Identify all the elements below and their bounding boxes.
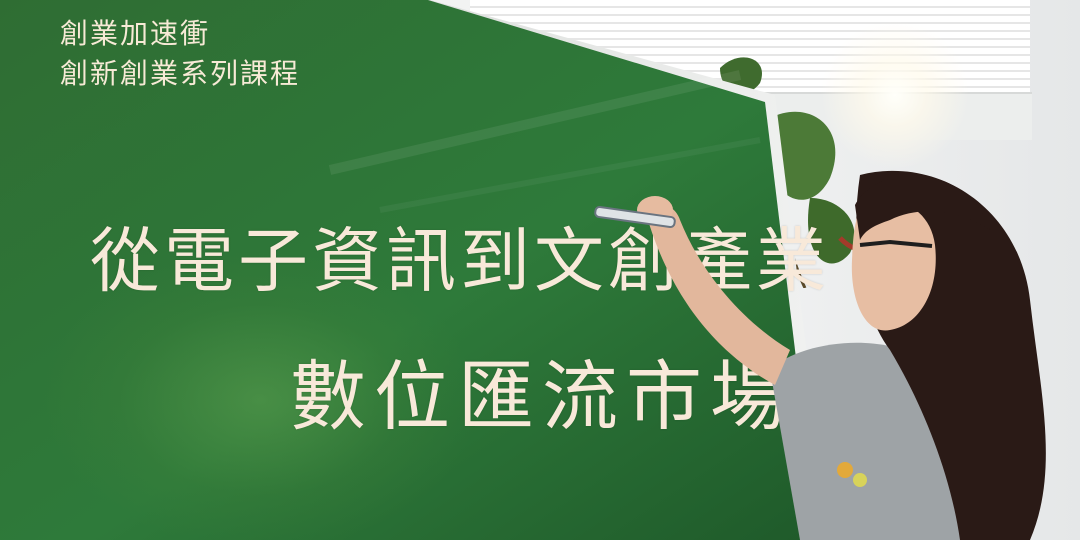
woman-writing-with-marker [594, 170, 1046, 540]
series-caption: 創業加速衝 創新創業系列課程 [60, 14, 300, 94]
series-caption-line2: 創新創業系列課程 [60, 57, 301, 90]
glasses-icon [859, 239, 933, 248]
marker-icon [594, 205, 676, 229]
headline-line2: 數位匯流市場 [290, 352, 794, 441]
lens-flare [40, 250, 480, 540]
series-caption-line1: 創業加速衝 [60, 17, 211, 50]
window-light-glow [820, 20, 970, 170]
